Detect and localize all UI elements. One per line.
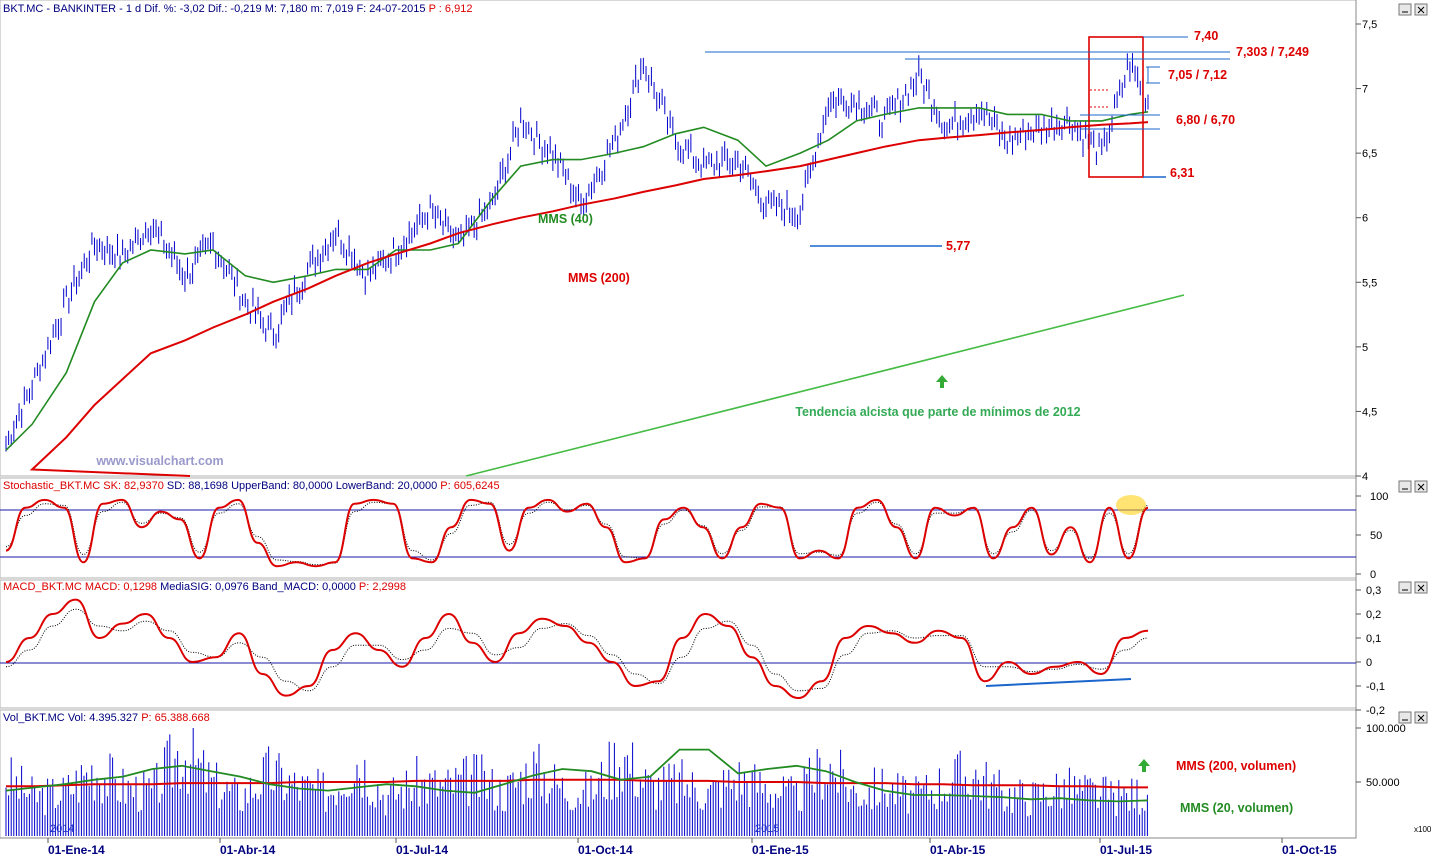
series-vol-mms20: [5, 748, 1149, 803]
price-panel-frame: [0, 0, 1357, 477]
vol-y-axis: 100.000 50.000: [1356, 723, 1406, 789]
macd-tick-label: 0,2: [1366, 609, 1381, 621]
close-icon: [1417, 584, 1425, 592]
price-tick-label: 6,5: [1362, 148, 1377, 160]
price-tick-label: 4: [1362, 471, 1368, 483]
series-vol-mms200: [6, 778, 1148, 789]
vol-series-group: [5, 748, 1149, 803]
price-tick-label: 5: [1362, 342, 1368, 354]
price-tick-label: 7,5: [1362, 19, 1377, 31]
macd-y-axis: 0,3 0,2 0,1 0 -0,1 -0,2: [1356, 585, 1385, 717]
series-stoch-sk: [5, 498, 1149, 568]
macd-tick-label: -0,1: [1366, 681, 1385, 693]
year-label-2014: 2014: [50, 823, 74, 835]
stoch-highlight: [1116, 495, 1146, 515]
level-label-4: 6,31: [1170, 166, 1194, 180]
x-tick-label: 01-Ene-15: [752, 843, 809, 857]
vol-ma200-label: MMS (200, volumen): [1176, 759, 1296, 773]
level-label-0: 7,40: [1194, 29, 1218, 43]
stoch-tick-label: 100: [1370, 491, 1388, 503]
price-tick-label: 4,5: [1362, 406, 1377, 418]
stoch-tick-label: 50: [1370, 530, 1382, 542]
series-mms40: [5, 107, 1149, 451]
series-macd: [5, 598, 1149, 700]
vol-bars-group: [5, 728, 1148, 836]
vol-unit: x100: [1414, 825, 1432, 834]
vol-header: Vol_BKT.MC Vol: 4.395.327 P: 65.388.668: [3, 712, 210, 724]
up-arrow-icon: [936, 375, 948, 388]
x-tick-label: 01-Abr-14: [220, 843, 276, 857]
up-arrow-icon: [1138, 759, 1150, 772]
vol-ma20-label: MMS (20, volumen): [1180, 801, 1293, 815]
x-tick-label: 01-Oct-15: [1282, 843, 1337, 857]
stoch-close-button[interactable]: [1414, 480, 1428, 493]
x-tick-label: 01-Jul-15: [1100, 843, 1152, 857]
stoch-series-group: [5, 498, 1149, 568]
trend-note: Tendencia alcista que parte de mínimos d…: [795, 405, 1080, 419]
watermark: www.visualchart.com: [95, 454, 223, 468]
macd-tick-label: 0,3: [1366, 585, 1381, 597]
vol-tick-label: 100.000: [1366, 723, 1406, 735]
macd-tick-label: 0,1: [1366, 633, 1381, 645]
vol-minimize-button[interactable]: [1398, 711, 1412, 724]
level-label-5: 5,77: [946, 239, 970, 253]
price-header: BKT.MC - BANKINTER - 1 d Dif. %: -3,02 D…: [3, 3, 472, 15]
x-axis: 01-Ene-14 01-Abr-14 01-Jul-14 01-Oct-14 01-E…: [0, 837, 1356, 857]
annotations: [705, 36, 1230, 247]
x-tick-label: 01-Jul-14: [396, 843, 448, 857]
macd-panel-frame: [0, 579, 1357, 709]
price-minimize-button[interactable]: [1398, 3, 1412, 16]
ma200-label: MMS (200): [568, 271, 630, 285]
vol-close-button[interactable]: [1414, 711, 1428, 724]
window-buttons: [1398, 3, 1428, 724]
ma40-label: MMS (40): [538, 212, 593, 226]
series-mms200: [29, 121, 1149, 477]
macd-tick-label: 0: [1366, 657, 1372, 669]
x-tick-label: 01-Abr-15: [930, 843, 986, 857]
stoch-minimize-button[interactable]: [1398, 480, 1412, 493]
stoch-tick-label: 0: [1370, 569, 1376, 581]
level-label-1: 7,303 / 7,249: [1236, 45, 1309, 59]
stoch-y-axis: 100 50 0: [1356, 491, 1388, 581]
year-label-2015: 2015: [755, 823, 779, 835]
macd-close-button[interactable]: [1414, 581, 1428, 594]
price-tick-label: 6: [1362, 213, 1368, 225]
stoch-panel-frame: [0, 477, 1357, 579]
level-label-2: 7,05 / 7,12: [1168, 68, 1227, 82]
price-y-axis: 7,5 7 6,5 6 5,5 5 4,5 4: [1356, 19, 1377, 483]
stoch-header: Stochastic_BKT.MC SK: 82,9370 SD: 88,169…: [3, 480, 500, 492]
x-tick-label: 01-Ene-14: [48, 843, 105, 857]
close-icon: [1417, 6, 1425, 14]
price-close-button[interactable]: [1414, 3, 1428, 16]
vol-tick-label: 50.000: [1366, 777, 1400, 789]
macd-tick-label: -0,2: [1366, 705, 1385, 717]
price-series-group: [5, 53, 1149, 477]
price-tick-label: 7: [1362, 84, 1368, 96]
price-tick-label: 5,5: [1362, 277, 1377, 289]
range-box: [1088, 36, 1144, 178]
macd-series-group: [5, 598, 1149, 700]
close-icon: [1417, 483, 1425, 491]
level-label-3: 6,80 / 6,70: [1176, 113, 1235, 127]
macd-header: MACD_BKT.MC MACD: 0,1298 MediaSIG: 0,097…: [3, 581, 406, 593]
x-tick-label: 01-Oct-14: [578, 843, 633, 857]
macd-divergence-line: [985, 678, 1132, 687]
macd-minimize-button[interactable]: [1398, 581, 1412, 594]
close-icon: [1417, 714, 1425, 722]
trend-line: [465, 294, 1185, 477]
